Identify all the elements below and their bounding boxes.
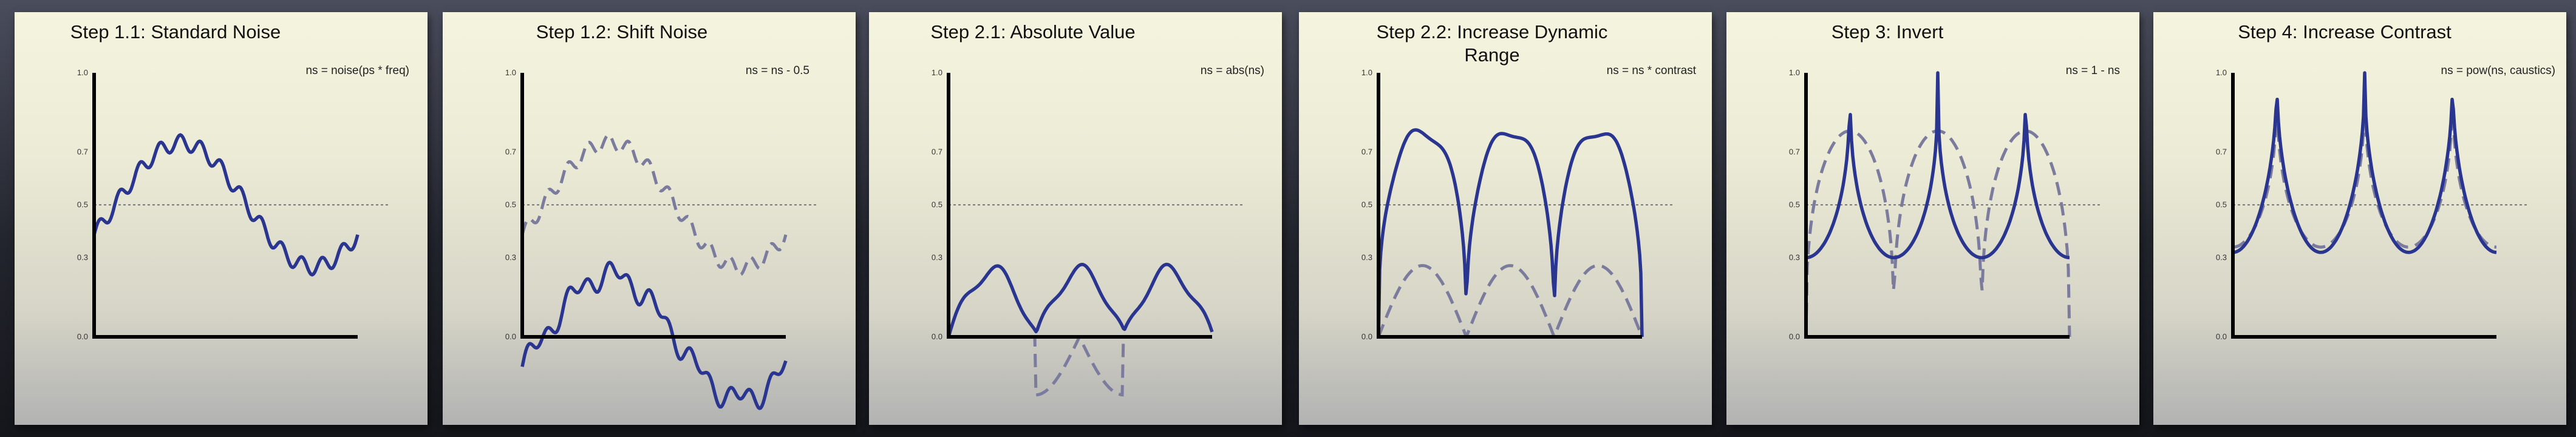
y-tick-label: 0.5 (505, 200, 516, 209)
step-panel-6: 1.0 0.7 0.5 0.3 0.0 Step 4: Increase Contrast… (2153, 12, 2566, 425)
step-title: Step 3: Invert (1831, 21, 1944, 42)
y-tick-label: 0.7 (932, 147, 942, 157)
step-panel-3: 1.0 0.7 0.5 0.3 0.0 Step 2.1: Absolute Value n… (869, 12, 1282, 425)
y-tick-label: 0.3 (2216, 253, 2227, 262)
y-tick-label: 0.0 (505, 332, 516, 341)
step-equation: ns = abs(ns) (1200, 64, 1264, 77)
noise-curve (520, 260, 788, 410)
y-tick-label: 0.5 (932, 200, 942, 209)
step-panel-2: 1.0 0.7 0.5 0.3 0.0 Step 1.2: Shift Noise ns =… (443, 12, 856, 425)
y-tick-label: 0.0 (1361, 332, 1372, 341)
y-tick-label: 0.7 (2216, 147, 2227, 157)
y-tick-label: 1.0 (2216, 68, 2227, 77)
y-tick-label: 0.7 (77, 147, 88, 157)
step-plot: 1.0 0.7 0.5 0.3 0.0 (77, 68, 388, 341)
y-tick-label: 1.0 (505, 68, 516, 77)
noise-curve (1377, 128, 1644, 337)
step-plot: 1.0 0.7 0.5 0.3 0.0 (932, 68, 1242, 397)
noise-curve (92, 133, 359, 277)
step-panel-5: 1.0 0.7 0.5 0.3 0.0 Step 3: Invert ns = 1 - ns (1726, 12, 2139, 425)
y-tick-label: 0.7 (1361, 147, 1372, 157)
y-tick-label: 1.0 (1789, 68, 1800, 77)
step-panel-4: 1.0 0.7 0.5 0.3 0.0 Step 2.2: Increase Dynami… (1299, 12, 1712, 425)
step-title: Step 1.1: Standard Noise (70, 21, 281, 42)
step-title: Step 2.1: Absolute Value (930, 21, 1136, 42)
noise-curve (2232, 71, 2497, 254)
step-panel-1: 1.0 0.7 0.5 0.3 0.0 Step 1.1: Standard Noise n… (15, 12, 428, 425)
y-tick-label: 0.7 (505, 147, 516, 157)
y-tick-label: 0.3 (1361, 253, 1372, 262)
step-plot: 1.0 0.7 0.5 0.3 0.0 (1361, 68, 1672, 341)
step-equation: ns = ns - 0.5 (745, 64, 809, 77)
y-tick-label: 0.3 (1789, 253, 1800, 262)
y-tick-label: 0.7 (1789, 147, 1800, 157)
y-tick-label: 0.3 (77, 253, 88, 262)
y-tick-label: 0.5 (1789, 200, 1800, 209)
previous-step-curve (520, 133, 788, 277)
previous-step-curve (949, 334, 1212, 397)
step-equation: ns = ns * contrast (1606, 64, 1696, 77)
step-title: Step 2.2: Increase Dynamic Range (1376, 21, 1608, 66)
previous-step-curve (1377, 264, 1644, 339)
step-plot: 1.0 0.7 0.5 0.3 0.0 (505, 68, 816, 410)
y-tick-label: 0.5 (77, 200, 88, 209)
step-title: Step 4: Increase Contrast (2238, 21, 2452, 42)
y-tick-label: 0.5 (1361, 200, 1372, 209)
y-tick-label: 0.5 (2216, 200, 2227, 209)
y-tick-label: 0.0 (77, 332, 88, 341)
noise-curve (1805, 71, 2070, 260)
step-equation: ns = 1 - ns (2065, 64, 2120, 77)
y-tick-label: 1.0 (1361, 68, 1372, 77)
y-tick-label: 0.3 (505, 253, 516, 262)
step-equation: ns = noise(ps * freq) (305, 64, 409, 77)
step-plot: 1.0 0.7 0.5 0.3 0.0 (2216, 68, 2527, 341)
step-equation: ns = pow(ns, caustics) (2441, 64, 2556, 77)
step-title: Step 1.2: Shift Noise (536, 21, 708, 42)
y-tick-label: 1.0 (932, 68, 942, 77)
y-tick-label: 0.0 (1789, 332, 1800, 341)
step-plot: 1.0 0.7 0.5 0.3 0.0 (1789, 68, 2100, 341)
y-tick-label: 0.0 (2216, 332, 2227, 341)
y-tick-label: 0.3 (932, 253, 942, 262)
y-tick-label: 0.0 (932, 332, 942, 341)
noise-curve (947, 262, 1214, 337)
y-tick-label: 1.0 (77, 68, 88, 77)
